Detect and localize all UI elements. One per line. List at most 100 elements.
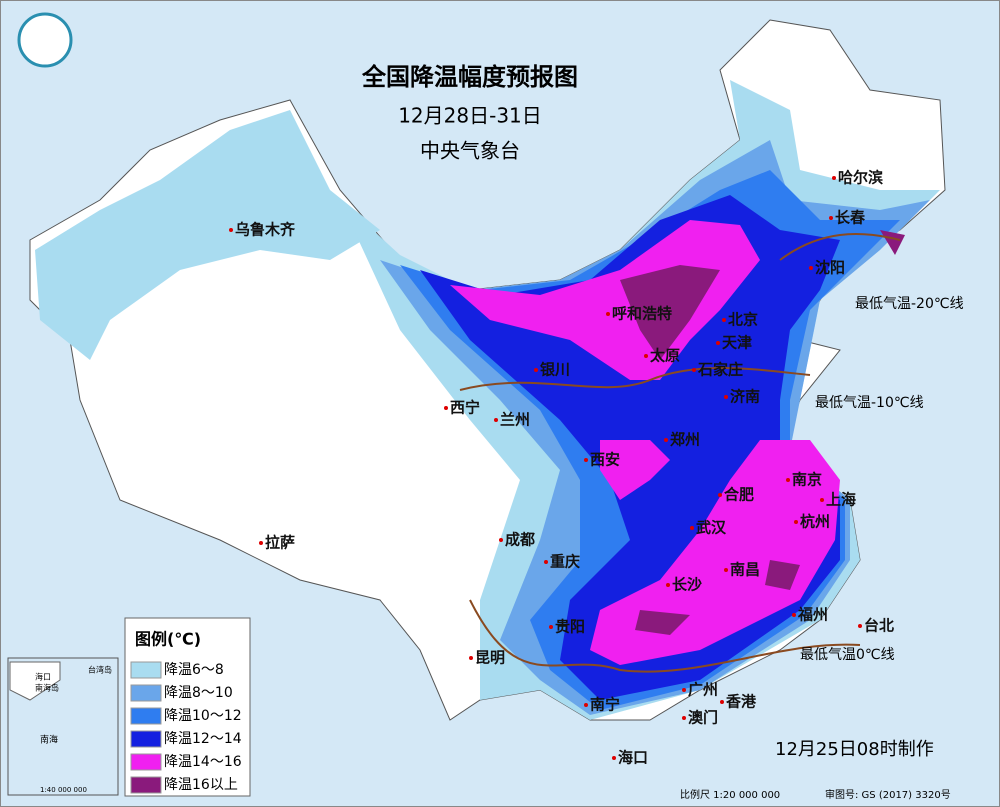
city-label: 上海 <box>826 491 856 509</box>
city-label: 沈阳 <box>815 259 845 277</box>
city-label: 西宁 <box>450 399 480 417</box>
city-dot <box>724 568 728 572</box>
city-dot <box>716 341 720 345</box>
legend-label: 降温8～10 <box>164 685 233 701</box>
city-dot <box>612 756 616 760</box>
city-label: 兰州 <box>500 411 530 429</box>
date-range: 12月28日-31日 <box>398 104 542 128</box>
city-label: 太原 <box>650 347 680 365</box>
legend-label: 降温14～16 <box>164 754 242 770</box>
city-label: 重庆 <box>550 553 580 571</box>
city-label: 海口 <box>618 749 648 767</box>
city-label: 呼和浩特 <box>612 305 672 323</box>
city-label: 成都 <box>505 531 535 549</box>
city-label: 贵阳 <box>555 618 585 636</box>
city-label: 哈尔滨 <box>838 169 883 187</box>
legend-label: 降温6～8 <box>164 662 224 678</box>
legend-swatch <box>130 753 162 771</box>
city-dot <box>606 312 610 316</box>
city-label: 银川 <box>540 361 570 379</box>
cooling-band-16-plus-north <box>620 265 720 360</box>
inset-label: 海口 <box>35 672 51 682</box>
legend-title: 图例(℃) <box>135 630 201 649</box>
city-dot <box>832 176 836 180</box>
inset-label: 南海岛 <box>35 683 59 693</box>
cooling-band-14-16-south <box>590 440 840 665</box>
city-dot <box>494 418 498 422</box>
city-dot <box>544 560 548 564</box>
city-label: 天津 <box>722 334 752 352</box>
map-title: 全国降温幅度预报图 <box>361 63 578 91</box>
city-label: 武汉 <box>696 519 727 537</box>
legend-label: 降温10～12 <box>164 708 242 724</box>
city-label: 长沙 <box>672 576 702 594</box>
city-label: 西安 <box>590 451 620 469</box>
inset-label: 南海 <box>40 734 58 746</box>
isotherm-label: 最低气温0℃线 <box>800 647 895 663</box>
inset-land <box>9 661 61 701</box>
city-dot <box>499 538 503 542</box>
legend-swatch <box>130 684 162 702</box>
legend-swatch <box>130 776 162 794</box>
city-label: 合肥 <box>723 486 754 504</box>
city-label: 澳门 <box>688 709 718 727</box>
cooling-band-14-16-north <box>450 220 760 380</box>
inset-label: 台湾岛 <box>88 665 112 675</box>
city-dot <box>584 458 588 462</box>
scale: 比例尺 1:20 000 000 <box>680 788 780 801</box>
city-dot <box>444 406 448 410</box>
city-label: 济南 <box>730 388 760 406</box>
legend-swatch <box>130 730 162 748</box>
city-dot <box>664 438 668 442</box>
city-label: 南京 <box>792 471 822 489</box>
city-dot <box>820 498 824 502</box>
city-dot <box>259 541 263 545</box>
city-dot <box>690 526 694 530</box>
city-dot <box>794 520 798 524</box>
city-dot <box>229 228 233 232</box>
isotherm-minus10 <box>459 367 811 391</box>
city-dot <box>534 368 538 372</box>
city-dot <box>682 688 686 692</box>
city-dot <box>786 478 790 482</box>
city-dot <box>809 266 813 270</box>
city-dot <box>718 493 722 497</box>
legend-swatch <box>130 661 162 679</box>
legend-swatch <box>130 707 162 725</box>
city-label: 杭州 <box>800 513 830 531</box>
legend-items: 降温6～8 降温8～10 降温10～12 降温12～14 降温14～16 降温16以上 <box>130 661 242 794</box>
city-label: 拉萨 <box>265 534 295 552</box>
city-label: 台北 <box>864 617 894 635</box>
legend-label: 降温16以上 <box>164 777 238 793</box>
isotherm-minus20 <box>779 233 901 261</box>
city-label: 南宁 <box>590 696 620 714</box>
isotherm-0 <box>469 599 861 673</box>
city-dot <box>829 216 833 220</box>
city-dot <box>692 368 696 372</box>
approval: 审图号: GS (2017) 3320号 <box>825 788 951 801</box>
city-dot <box>722 318 726 322</box>
city-dot <box>858 624 862 628</box>
isotherm-label: 最低气温-20℃线 <box>855 296 964 312</box>
city-dot <box>549 625 553 629</box>
city-label: 石家庄 <box>697 361 743 379</box>
logo <box>17 12 73 68</box>
city-label: 广州 <box>688 681 718 699</box>
city-label: 长春 <box>835 209 865 227</box>
legend-label: 降温12～14 <box>164 731 242 747</box>
city-dot <box>720 700 724 704</box>
city-label: 香港 <box>726 693 757 711</box>
cooling-band-14-16-xian <box>600 440 670 500</box>
city-dot <box>666 583 670 587</box>
city-dot <box>469 656 473 660</box>
city-label: 福州 <box>797 606 828 624</box>
city-dot <box>724 395 728 399</box>
issued-time: 12月25日08时制作 <box>775 739 934 760</box>
agency: 中央气象台 <box>420 139 520 163</box>
city-label: 郑州 <box>670 431 700 449</box>
city-dot <box>792 613 796 617</box>
inset-label: 1:40 000 000 <box>40 786 87 794</box>
city-dot <box>644 354 648 358</box>
